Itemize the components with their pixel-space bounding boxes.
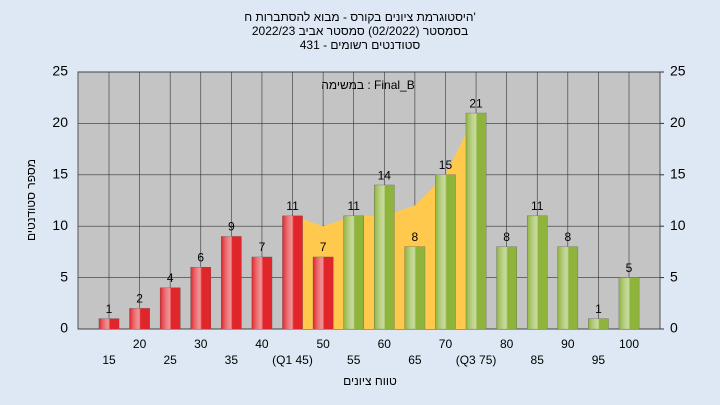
x-tick-label: 60 — [378, 337, 392, 351]
y2-tick-label: 15 — [670, 166, 686, 182]
data-label: 1 — [106, 302, 113, 316]
bar-shade — [588, 318, 609, 329]
x-tick-label: 100 — [619, 337, 639, 351]
x-tick-label: 35 — [225, 353, 239, 367]
y-axis-label: מספר סטודנטים — [24, 159, 38, 241]
x-tick-label: 95 — [592, 353, 606, 367]
bar-shade — [619, 277, 639, 329]
bar-shade — [527, 215, 548, 329]
data-label: 9 — [228, 220, 235, 234]
x-tick-label: 30 — [194, 337, 208, 351]
data-label: 21 — [469, 96, 483, 110]
bar-shade — [251, 257, 272, 329]
bar-shade — [466, 113, 487, 330]
y2-tick-label: 25 — [670, 63, 686, 79]
bar-shade — [374, 185, 395, 329]
chart-subtitle: בסמסטר (02/2022) סמסטר אביב 2022/23 — [252, 24, 468, 38]
x-tick-label: 85 — [531, 353, 545, 367]
y-tick-label: 20 — [52, 114, 68, 130]
data-label: 8 — [503, 230, 510, 244]
bar-shade — [282, 215, 303, 329]
data-label: 11 — [286, 199, 299, 213]
data-label: 6 — [197, 250, 204, 264]
x-tick-label: 55 — [347, 353, 361, 367]
x-tick-label: 50 — [316, 337, 330, 351]
data-label: 11 — [347, 199, 360, 213]
plot-layer: 0510152025051015202511522042563093574011… — [52, 63, 685, 367]
bar-shade — [160, 287, 181, 329]
bar-shade — [496, 246, 517, 329]
data-label: 15 — [439, 158, 453, 172]
y2-tick-label: 5 — [670, 268, 678, 284]
y-tick-label: 25 — [52, 63, 68, 79]
annotation: במשימה : Final_B — [321, 78, 415, 92]
x-tick-label: 90 — [561, 337, 575, 351]
y2-tick-label: 10 — [670, 217, 686, 233]
bar-shade — [129, 308, 150, 329]
x-tick-label: 20 — [133, 337, 147, 351]
bar-shade — [99, 318, 119, 329]
bar-shade — [557, 246, 578, 329]
bar-shade — [221, 236, 242, 329]
bar-shade — [190, 267, 211, 329]
chart-subtitle: 431 - סטודנטים רשומים — [300, 38, 421, 52]
data-label: 1 — [595, 302, 602, 316]
x-tick-label: 70 — [439, 337, 453, 351]
x-tick-label: 25 — [163, 353, 177, 367]
y2-tick-label: 0 — [670, 320, 678, 336]
x-tick-label: (Q1 45) — [272, 353, 313, 367]
x-tick-label: (Q3 75) — [456, 353, 497, 367]
data-label: 4 — [167, 271, 174, 285]
data-label: 5 — [626, 261, 633, 275]
y-tick-label: 0 — [60, 320, 68, 336]
data-label: 11 — [531, 199, 544, 213]
data-label: 8 — [412, 230, 419, 244]
x-axis-label: טווח ציונים — [343, 374, 397, 388]
y-tick-label: 10 — [52, 217, 68, 233]
data-label: 7 — [259, 240, 266, 254]
chart-title: היסטוגרמת ציונים בקורס - מבוא להסתברות ח… — [244, 10, 476, 24]
x-tick-label: 65 — [408, 353, 422, 367]
bar-shade — [435, 174, 456, 329]
bar-shade — [404, 246, 425, 329]
x-tick-label: 15 — [102, 353, 116, 367]
y-tick-label: 15 — [52, 166, 68, 182]
x-tick-label: 40 — [255, 337, 269, 351]
data-label: 7 — [320, 240, 327, 254]
y-tick-label: 5 — [60, 268, 68, 284]
bar-shade — [313, 257, 334, 329]
data-label: 14 — [378, 168, 392, 182]
bar-shade — [343, 215, 364, 329]
x-tick-label: 80 — [500, 337, 514, 351]
y2-tick-label: 20 — [670, 114, 686, 130]
data-label: 2 — [136, 292, 143, 306]
data-label: 8 — [564, 230, 571, 244]
